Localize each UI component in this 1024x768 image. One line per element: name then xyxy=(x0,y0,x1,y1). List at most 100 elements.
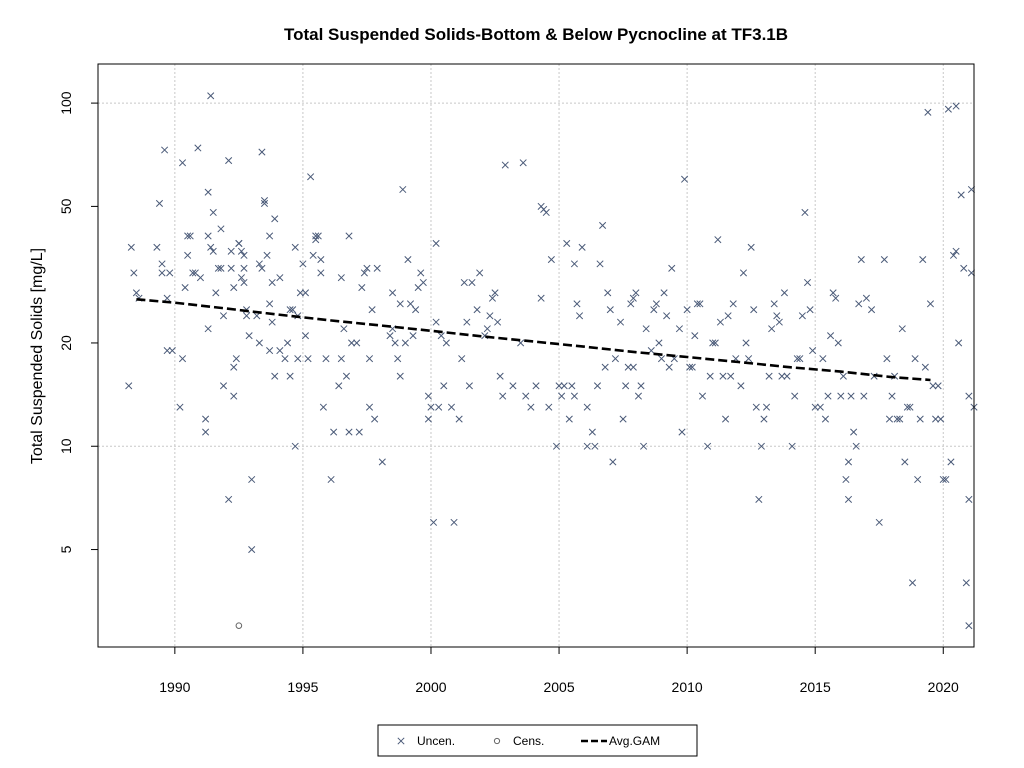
data-point xyxy=(914,475,922,484)
data-point xyxy=(499,392,507,400)
data-point xyxy=(309,251,317,259)
data-point xyxy=(207,92,215,100)
data-point xyxy=(442,339,450,347)
data-point xyxy=(809,347,817,355)
data-point xyxy=(542,208,550,217)
data-point xyxy=(322,355,330,363)
data-point xyxy=(496,372,504,380)
data-point xyxy=(688,363,696,371)
data-point xyxy=(911,355,919,363)
data-point xyxy=(399,185,407,194)
data-point xyxy=(378,458,386,466)
data-point xyxy=(696,300,704,308)
data-point xyxy=(939,475,947,484)
data-point xyxy=(837,392,845,400)
data-point xyxy=(668,264,676,272)
data-point xyxy=(202,415,210,423)
data-point xyxy=(371,415,379,423)
data-point xyxy=(663,312,671,320)
data-point xyxy=(747,243,755,251)
data-point xyxy=(601,363,609,371)
data-point xyxy=(691,332,699,340)
data-point xyxy=(898,325,906,333)
y-tick-label: 100 xyxy=(58,91,74,115)
data-point xyxy=(596,260,604,268)
data-point xyxy=(468,278,476,287)
data-point xyxy=(155,199,164,208)
legend-censored-label: Cens. xyxy=(513,734,544,748)
data-point xyxy=(460,278,468,287)
data-point xyxy=(196,274,205,282)
data-point xyxy=(852,442,860,450)
data-point xyxy=(788,442,796,450)
data-point xyxy=(301,332,310,340)
data-point xyxy=(406,300,415,308)
data-point xyxy=(268,318,276,326)
data-point xyxy=(827,332,835,340)
data-point xyxy=(522,392,530,400)
data-point xyxy=(634,392,643,400)
data-point xyxy=(737,382,745,390)
data-point xyxy=(906,403,914,411)
data-point xyxy=(624,363,632,371)
data-point xyxy=(281,355,289,363)
data-point xyxy=(885,415,894,423)
data-point xyxy=(591,442,599,450)
data-point xyxy=(286,372,294,380)
data-point xyxy=(947,458,955,466)
data-point xyxy=(609,458,617,466)
data-point xyxy=(867,306,876,314)
data-point xyxy=(883,355,891,363)
data-point xyxy=(243,312,251,320)
data-point xyxy=(432,239,440,247)
data-point xyxy=(829,289,837,297)
data-point xyxy=(908,579,917,587)
data-point xyxy=(391,339,399,347)
data-point xyxy=(181,284,189,292)
data-point xyxy=(429,518,438,526)
data-point xyxy=(619,415,627,423)
data-point xyxy=(893,415,901,423)
data-point xyxy=(432,318,440,326)
data-point xyxy=(127,243,135,251)
data-point xyxy=(762,403,771,411)
data-point xyxy=(932,415,940,423)
data-point xyxy=(558,392,566,400)
data-point xyxy=(706,372,714,380)
data-point xyxy=(798,312,806,320)
data-point xyxy=(289,306,297,314)
data-point xyxy=(757,442,765,450)
data-point xyxy=(317,269,325,277)
data-point xyxy=(527,403,535,411)
data-point xyxy=(355,428,363,436)
x-tick-label: 2010 xyxy=(672,679,703,695)
data-point xyxy=(862,294,870,302)
data-point xyxy=(842,475,850,484)
data-point xyxy=(132,289,140,297)
data-point xyxy=(186,232,194,240)
data-point xyxy=(957,191,965,199)
data-point xyxy=(473,306,481,314)
data-point xyxy=(665,363,673,371)
data-point xyxy=(294,355,302,363)
data-point xyxy=(240,264,248,272)
data-point xyxy=(768,325,776,333)
data-point xyxy=(476,269,484,277)
chart-title: Total Suspended Solids-Bottom & Below Py… xyxy=(284,25,788,44)
data-point xyxy=(458,355,466,363)
data-point xyxy=(742,339,750,347)
data-point xyxy=(455,415,463,423)
data-point xyxy=(901,458,909,466)
data-point xyxy=(276,347,284,355)
data-point xyxy=(952,102,960,110)
data-point xyxy=(716,318,724,326)
data-point xyxy=(739,269,748,277)
y-tick-label: 20 xyxy=(58,335,74,351)
data-point xyxy=(501,161,509,169)
data-point xyxy=(604,289,612,297)
data-point xyxy=(386,332,394,340)
plot-frame xyxy=(97,63,975,648)
data-point xyxy=(204,325,212,333)
data-point xyxy=(903,403,911,411)
